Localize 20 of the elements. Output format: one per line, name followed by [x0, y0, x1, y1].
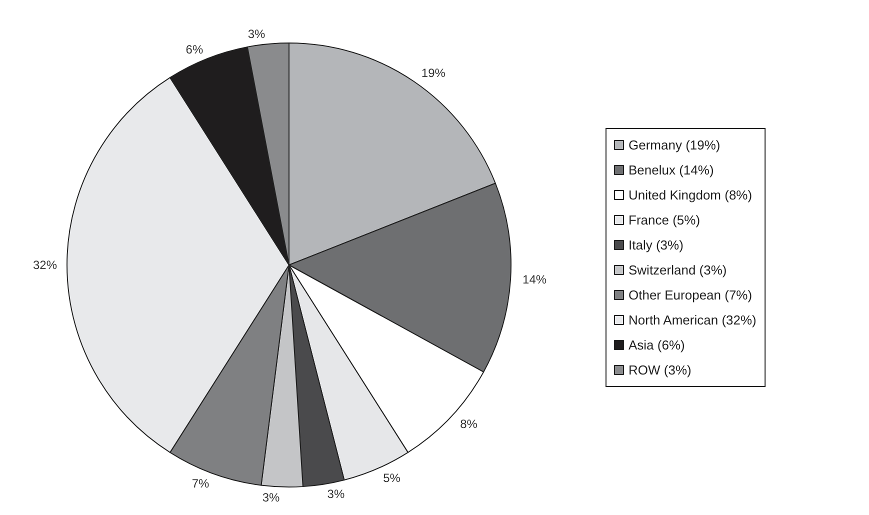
legend-label: Benelux (14%)	[628, 162, 714, 178]
data-label: 3%	[262, 490, 280, 504]
legend-label: North American (32%)	[628, 312, 756, 328]
legend-label: Asia (6%)	[628, 338, 685, 352]
data-label: 3%	[327, 487, 345, 502]
legend-label: Other European (7%)	[628, 288, 752, 302]
legend-label: United Kingdom (8%)	[628, 188, 752, 202]
legend-label: ROW (3%)	[628, 362, 692, 378]
data-label: 6%	[186, 42, 204, 56]
data-label: 14%	[522, 272, 547, 287]
data-label: 5%	[383, 470, 401, 485]
data-label: 19%	[421, 66, 446, 80]
legend-label: Germany (19%)	[628, 138, 720, 152]
legend-label: France (5%)	[628, 212, 700, 228]
legend-label: Switzerland (3%)	[628, 262, 727, 278]
legend-label: Italy (3%)	[628, 238, 684, 252]
data-label: 32%	[32, 258, 58, 272]
data-label: 8%	[460, 416, 478, 431]
data-label: 3%	[248, 27, 266, 42]
data-label: 7%	[192, 476, 210, 490]
